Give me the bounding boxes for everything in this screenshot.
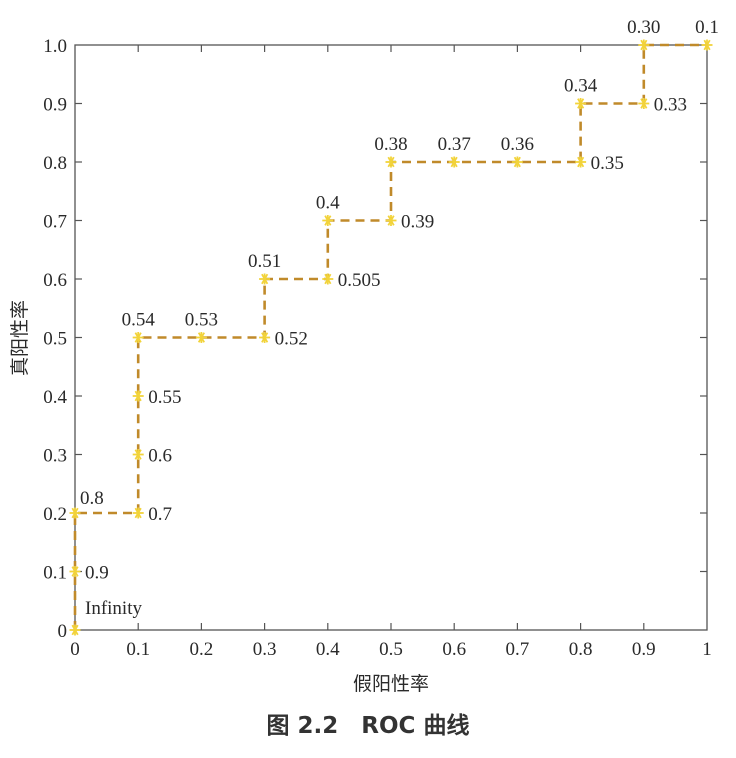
roc-point-marker [385,156,397,168]
x-tick-label: 0.4 [316,639,340,660]
x-tick-label: 0.3 [253,639,277,660]
y-tick-label: 0.9 [43,95,67,116]
y-tick-label: 0.4 [43,387,67,408]
roc-point-label: 0.30 [627,17,660,38]
roc-point-markers [69,39,713,636]
roc-point-marker [259,332,271,343]
roc-point-label: 0.35 [591,153,624,174]
roc-point-marker [132,332,144,343]
x-tick-label: 1 [702,639,712,660]
roc-point-marker [132,390,144,402]
roc-point-marker [69,566,81,577]
roc-point-marker [132,507,144,519]
axis-tick-labels: 0 0.1 0.2 0.3 0.4 0.5 0.6 0.7 0.8 0.9 1 0 0.1 0.2 0.3 0… [43,36,712,660]
roc-point-marker [69,507,81,519]
roc-point-marker [259,273,271,285]
roc-point-label: 0.1 [695,17,719,38]
roc-point-label: 0.9 [85,563,109,584]
roc-point-marker [132,449,144,460]
roc-point-label: 0.4 [316,193,340,214]
x-tick-label: 0.1 [126,639,150,660]
y-tick-label: 1.0 [43,36,67,57]
roc-point-label: 0.8 [80,488,104,509]
x-tick-label: 0.9 [632,639,656,660]
roc-point-marker [701,39,713,51]
x-tick-label: 0 [70,639,80,660]
roc-point-label: 0.7 [148,504,172,525]
roc-point-marker [638,39,650,51]
roc-point-labels: Infinity 0.9 0.8 0.7 0.6 0.55 0.54 0.53 0.52 0.51… [80,17,719,619]
roc-point-label: 0.33 [654,95,687,116]
y-tick-label: 0.3 [43,446,67,467]
roc-point-marker [69,624,81,636]
roc-point-label: 0.52 [275,329,308,350]
axis-ticks [75,45,707,630]
roc-point-marker [195,332,207,343]
y-tick-label: 0.8 [43,153,67,174]
x-tick-label: 0.5 [379,639,403,660]
y-tick-label: 0 [58,621,68,642]
x-tick-label: 0.2 [190,639,214,660]
figure-caption: 图 2.2 ROC 曲线 [267,712,470,739]
roc-point-label: 0.36 [501,134,534,155]
roc-point-label: 0.54 [122,310,156,331]
x-tick-label: 0.8 [569,639,593,660]
roc-point-marker [385,215,397,226]
roc-point-label: 0.53 [185,310,218,331]
roc-point-label: 0.37 [438,134,471,155]
roc-point-marker [575,98,587,109]
y-tick-label: 0.1 [43,563,67,584]
roc-point-label: 0.34 [564,76,598,97]
roc-point-marker [638,98,650,109]
roc-point-label: Infinity [85,598,142,619]
y-tick-label: 0.2 [43,504,67,525]
roc-point-marker [322,215,334,226]
x-tick-label: 0.6 [442,639,466,660]
plot-frame [74,44,708,631]
roc-point-label: 0.38 [374,134,407,155]
roc-point-marker [511,156,523,168]
y-tick-label: 0.7 [43,212,67,233]
y-tick-label: 0.6 [43,270,67,291]
roc-point-label: 0.6 [148,446,172,467]
x-axis-title: 假阳性率 [353,673,429,695]
x-tick-label: 0.7 [506,639,530,660]
roc-point-label: 0.39 [401,212,434,233]
roc-point-marker [448,156,460,168]
roc-point-marker [575,156,587,168]
roc-point-label: 0.55 [148,387,181,408]
roc-point-label: 0.505 [338,270,381,291]
y-axis-title: 真阳性率 [9,300,31,376]
roc-curve-line [73,43,707,630]
y-tick-label: 0.5 [43,329,67,350]
roc-point-label: 0.51 [248,251,281,272]
roc-point-marker [322,273,334,285]
